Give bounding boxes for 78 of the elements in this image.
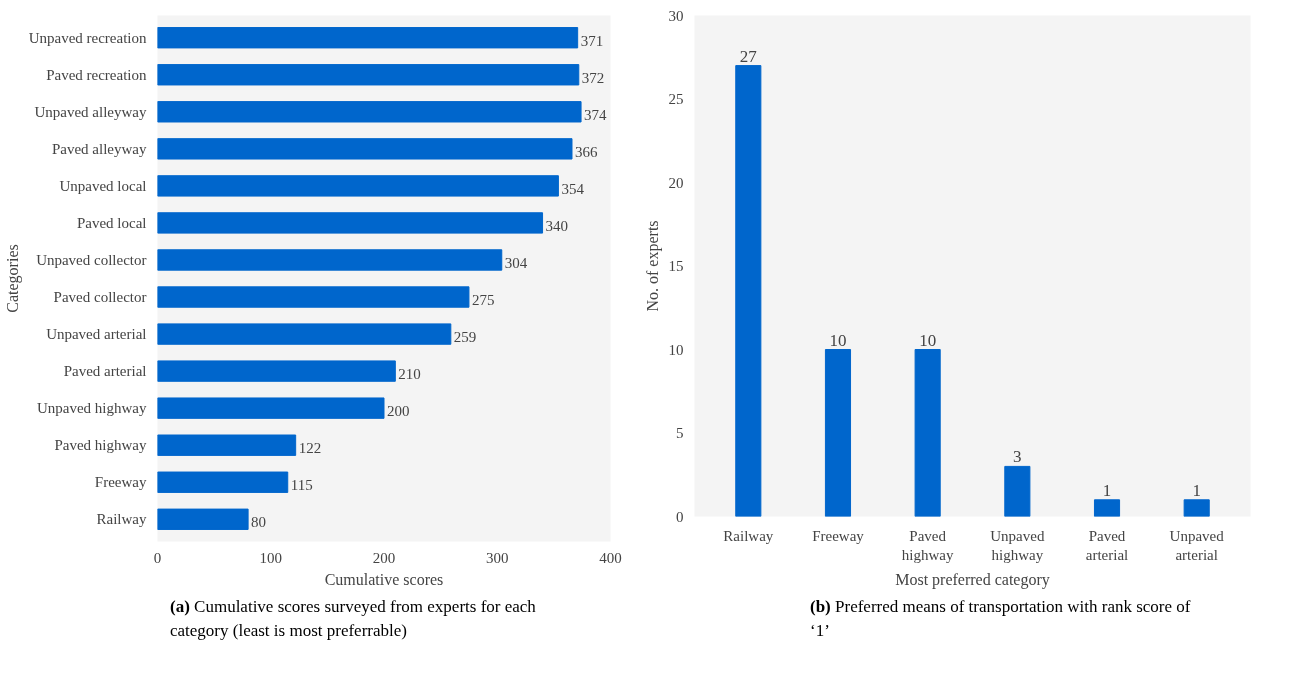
y-tick-label: 0 bbox=[676, 508, 684, 525]
data-label: 275 bbox=[471, 292, 495, 309]
data-label: 1 bbox=[1192, 480, 1201, 500]
data-label: 304 bbox=[504, 254, 528, 271]
y-axis-title: No. of experts bbox=[643, 220, 662, 312]
data-label: 372 bbox=[581, 69, 605, 86]
text: (a) Cumulative scores surveyed from experts for each category (least is most preferrable) bbox=[170, 596, 537, 643]
y-tick-label: Paved recreation bbox=[46, 66, 147, 83]
bar bbox=[157, 434, 297, 456]
data-label: 340 bbox=[545, 217, 569, 234]
y-tick-label: Paved alleyway bbox=[51, 140, 147, 157]
x-tick-label: Freeway bbox=[812, 527, 865, 544]
x-tick-label: 0 bbox=[153, 549, 162, 566]
bar bbox=[824, 349, 852, 517]
y-tick-label: Railway bbox=[96, 511, 147, 528]
y-tick-label: Paved local bbox=[76, 214, 147, 231]
data-label: 10 bbox=[829, 330, 847, 350]
y-tick-label: Paved collector bbox=[53, 289, 147, 306]
bar bbox=[1183, 499, 1210, 517]
bar bbox=[914, 349, 941, 517]
x-tick-label: Unpaved highway bbox=[990, 527, 1045, 563]
x-tick-label: Unpaved arterial bbox=[1169, 527, 1225, 563]
y-tick-label: Unpaved arterial bbox=[46, 326, 147, 343]
data-label: 1 bbox=[1102, 480, 1112, 500]
data-label: 259 bbox=[453, 329, 477, 346]
data-label: 122 bbox=[298, 440, 322, 457]
y-tick-label: Unpaved highway bbox=[36, 400, 147, 417]
bar bbox=[157, 471, 289, 493]
data-label: 371 bbox=[580, 32, 604, 49]
x-axis-title: Most preferred category bbox=[895, 570, 1050, 589]
y-tick-label: Unpaved local bbox=[59, 177, 147, 194]
x-tick-label: Paved highway bbox=[901, 527, 954, 563]
y-tick-label: Unpaved recreation bbox=[28, 29, 147, 46]
y-tick-label: 30 bbox=[668, 7, 684, 24]
data-label: 10 bbox=[919, 330, 937, 350]
y-tick-label: Freeway bbox=[94, 474, 147, 491]
bar bbox=[157, 175, 559, 197]
x-tick-label: 400 bbox=[599, 549, 622, 566]
bar bbox=[157, 323, 452, 345]
data-label: 3 bbox=[1013, 447, 1022, 467]
bar bbox=[157, 360, 396, 382]
bar bbox=[157, 27, 579, 49]
x-tick-label: 300 bbox=[486, 549, 509, 566]
bar bbox=[157, 286, 470, 308]
bar bbox=[735, 65, 762, 517]
y-tick-label: Unpaved alleyway bbox=[34, 103, 147, 120]
x-tick-label: 200 bbox=[372, 549, 396, 566]
bar bbox=[157, 138, 573, 160]
y-tick-label: Paved highway bbox=[54, 437, 147, 454]
x-tick-label: 100 bbox=[259, 549, 282, 566]
text: (b) Preferred means of transportation with rank score of ‘1’ bbox=[810, 596, 1192, 643]
y-tick-label: Paved arterial bbox=[63, 363, 147, 380]
y-axis-title: Categories bbox=[3, 244, 22, 313]
y-tick-label: 15 bbox=[668, 258, 684, 274]
data-label: 354 bbox=[561, 180, 585, 197]
data-label: 374 bbox=[584, 106, 608, 123]
bar bbox=[1004, 465, 1031, 517]
y-tick-label: 10 bbox=[668, 341, 684, 358]
data-label: 80 bbox=[251, 514, 267, 531]
y-tick-label: 20 bbox=[668, 174, 684, 191]
data-label: 366 bbox=[574, 143, 598, 160]
y-tick-label: 25 bbox=[668, 91, 684, 107]
data-label: 27 bbox=[739, 46, 758, 66]
bar bbox=[157, 212, 544, 234]
data-label: 210 bbox=[398, 366, 421, 383]
x-axis-title: Cumulative scores bbox=[324, 570, 444, 588]
bar bbox=[1093, 499, 1121, 517]
data-label: 200 bbox=[387, 403, 410, 420]
bar bbox=[157, 508, 249, 530]
bar bbox=[157, 397, 385, 419]
bar bbox=[157, 64, 580, 86]
x-tick-label: Railway bbox=[723, 527, 774, 544]
bar bbox=[157, 101, 582, 123]
y-tick-label: 5 bbox=[676, 425, 684, 441]
bar bbox=[157, 249, 503, 271]
y-tick-label: Unpaved collector bbox=[36, 251, 147, 268]
x-tick-label: Paved arterial bbox=[1085, 527, 1129, 563]
data-label: 115 bbox=[290, 477, 313, 494]
